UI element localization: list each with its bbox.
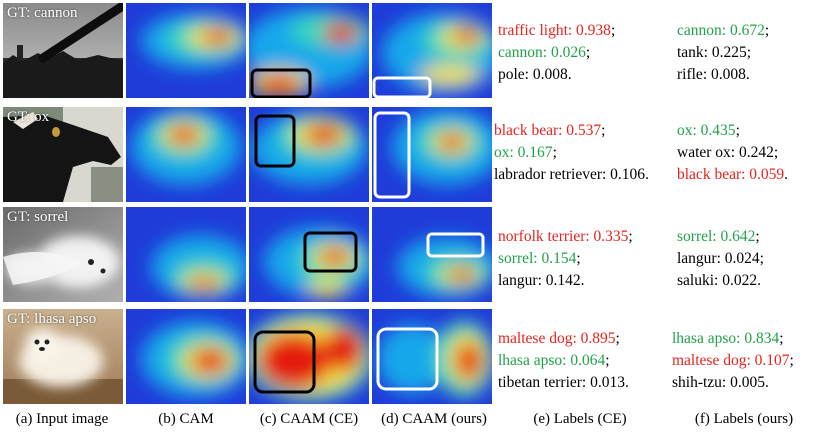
- input-image-lhasa-apso: GT: lhasa apso: [3, 309, 123, 404]
- labels-ours-list: sorrel: 0.642; langur: 0.024; saluki: 0.…: [677, 226, 764, 292]
- label-line: langur: 0.142.: [498, 272, 585, 289]
- input-image-cannon: GT: cannon: [3, 3, 123, 98]
- label-line: cannon: 0.672;: [677, 22, 770, 39]
- caption-caam-ce: (c) CAAM (CE): [259, 411, 359, 427]
- caption-labels-ce: (e) Labels (CE): [533, 411, 627, 427]
- label-line: norfolk terrier: 0.335;: [498, 228, 633, 245]
- caam-ours-heatmap: [372, 309, 492, 404]
- label-line: pole: 0.008.: [498, 66, 572, 83]
- caam-ce-heatmap: [249, 3, 369, 98]
- caam-ours-heatmap: [372, 3, 492, 98]
- label-line: saluki: 0.022.: [677, 272, 761, 289]
- caam-ce-heatmap: [249, 309, 369, 404]
- label-line: rifle: 0.008.: [677, 66, 750, 83]
- label-line: ox: 0.435;: [677, 122, 740, 139]
- gt-label: GT: cannon: [7, 5, 78, 21]
- label-line: lhasa apso: 0.834;: [672, 330, 784, 347]
- caam-ce-heatmap: [249, 107, 369, 202]
- label-line: shih-tzu: 0.005.: [672, 374, 769, 391]
- label-line: black bear: 0.537;: [494, 122, 606, 139]
- label-line: lhasa apso: 0.064;: [498, 352, 610, 369]
- labels-ce-list: traffic light: 0.938; cannon: 0.026; pol…: [498, 20, 615, 86]
- cam-heatmap: [126, 309, 246, 404]
- cam-heatmap: [126, 207, 246, 302]
- caption-cam: (b) CAM: [158, 411, 214, 427]
- label-line: tank: 0.225;: [677, 44, 752, 61]
- labels-ce-list: black bear: 0.537; ox: 0.167; labrador r…: [494, 120, 649, 186]
- label-line: traffic light: 0.938;: [498, 22, 616, 39]
- labels-ours-list: lhasa apso: 0.834; maltese dog: 0.107; s…: [672, 328, 794, 394]
- labels-ce-list: norfolk terrier: 0.335; sorrel: 0.154; l…: [498, 226, 633, 292]
- input-image-sorrel: GT: sorrel: [3, 207, 123, 302]
- label-line: langur: 0.024;: [677, 250, 764, 267]
- labels-ce-list: maltese dog: 0.895; lhasa apso: 0.064; t…: [498, 328, 629, 394]
- label-line: water ox: 0.242;: [677, 144, 779, 161]
- gt-label: GT: lhasa apso: [7, 311, 97, 327]
- caam-ce-heatmap: [249, 207, 369, 302]
- cam-heatmap: [126, 3, 246, 98]
- label-line: labrador retriever: 0.106.: [494, 166, 649, 183]
- caam-ours-heatmap: [372, 207, 492, 302]
- labels-ours-list: cannon: 0.672; tank: 0.225; rifle: 0.008…: [677, 20, 769, 86]
- label-line: cannon: 0.026;: [498, 44, 591, 61]
- caption-labels-ours: (f) Labels (ours): [694, 411, 794, 427]
- input-image-ox: GT: ox: [3, 107, 123, 202]
- label-line: sorrel: 0.642;: [677, 228, 760, 245]
- caption-input-image: (a) Input image: [15, 411, 109, 427]
- label-line: sorrel: 0.154;: [498, 250, 581, 267]
- label-line: maltese dog: 0.895;: [498, 330, 620, 347]
- gt-label: GT: ox: [7, 109, 50, 125]
- caption-caam-ours: (d) CAAM (ours): [381, 411, 487, 427]
- caam-ours-heatmap: [372, 107, 492, 202]
- label-line: tibetan terrier: 0.013.: [498, 374, 629, 391]
- gt-label: GT: sorrel: [7, 209, 69, 225]
- cam-heatmap: [126, 107, 246, 202]
- label-line: ox: 0.167;: [494, 144, 557, 161]
- label-line: black bear: 0.059.: [677, 166, 789, 183]
- label-line: maltese dog: 0.107;: [672, 352, 794, 369]
- labels-ours-list: ox: 0.435; water ox: 0.242; black bear: …: [677, 120, 788, 186]
